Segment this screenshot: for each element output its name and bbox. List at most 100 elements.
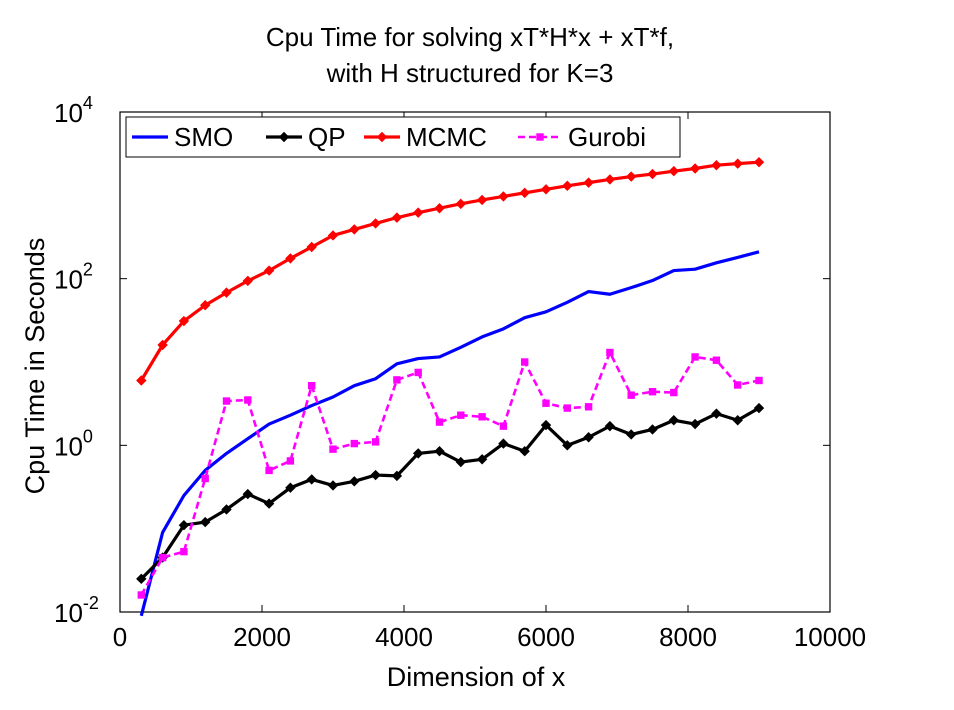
data-point	[689, 418, 701, 430]
data-point	[201, 474, 209, 483]
data-point	[391, 470, 403, 482]
data-point	[376, 131, 388, 143]
data-point	[158, 553, 167, 562]
data-point	[350, 439, 359, 448]
data-point	[370, 469, 381, 481]
data-point	[606, 348, 614, 357]
series-qp	[136, 402, 765, 585]
data-point	[711, 408, 722, 419]
data-point	[242, 275, 254, 287]
data-point	[670, 388, 678, 397]
legend-entry-gurobi: Gurobi	[518, 122, 646, 152]
data-point	[478, 413, 486, 421]
data-point	[625, 429, 637, 440]
data-point	[329, 445, 337, 453]
data-point	[455, 456, 467, 468]
data-point	[711, 159, 722, 171]
data-point	[476, 454, 488, 465]
data-point	[435, 418, 444, 426]
data-point	[753, 156, 765, 168]
data-point	[519, 446, 530, 457]
x-tick-label: 10000	[794, 622, 866, 652]
data-point	[540, 184, 552, 195]
data-point	[136, 375, 147, 386]
chart-title-line-2: with H structured for K=3	[326, 58, 614, 88]
data-point	[542, 399, 550, 407]
data-point	[457, 411, 465, 419]
data-point	[286, 457, 295, 465]
y-tick-label: 102	[54, 260, 93, 295]
data-point	[370, 218, 381, 229]
data-point	[265, 466, 273, 475]
data-point	[221, 287, 232, 298]
series-layer	[136, 156, 765, 617]
data-point	[414, 368, 422, 377]
chart-title: Cpu Time for solving xT*H*x + xT*f, with…	[266, 22, 674, 88]
x-tick-label: 8000	[659, 622, 717, 652]
data-point	[562, 180, 573, 192]
data-point	[498, 191, 509, 202]
data-point	[306, 241, 317, 253]
data-point	[327, 480, 339, 491]
data-point	[412, 448, 424, 459]
y-tick-label: 10-2	[54, 593, 99, 628]
data-point	[647, 424, 658, 435]
data-point	[647, 168, 658, 180]
data-point	[498, 438, 509, 449]
data-point	[242, 488, 254, 500]
data-point	[604, 174, 616, 185]
data-point	[222, 397, 231, 405]
data-point	[349, 476, 360, 487]
x-tick-label: 6000	[517, 622, 575, 652]
legend-entry-smo: SMO	[132, 122, 233, 152]
legend-label: MCMC	[406, 122, 487, 152]
data-point	[180, 547, 188, 556]
x-axis-label: Dimension of x	[387, 662, 566, 692]
data-point	[689, 163, 701, 174]
data-point	[278, 131, 290, 143]
legend-label: QP	[308, 122, 346, 152]
data-point	[476, 194, 488, 206]
data-point	[349, 224, 360, 235]
data-point	[263, 498, 275, 509]
data-point	[263, 265, 275, 276]
data-point	[583, 177, 594, 188]
data-point	[583, 432, 594, 443]
chart-title-line-1: Cpu Time for solving xT*H*x + xT*f,	[266, 22, 674, 52]
data-point	[393, 376, 401, 384]
legend-label: Gurobi	[568, 122, 646, 152]
data-point	[178, 315, 190, 327]
plot-area	[119, 111, 831, 613]
x-tick-label: 4000	[375, 622, 433, 652]
data-point	[604, 420, 616, 432]
data-point	[434, 203, 445, 214]
y-tick-label: 100	[54, 426, 93, 461]
data-point	[627, 391, 635, 399]
legend-label: SMO	[174, 122, 233, 152]
data-point	[625, 171, 637, 182]
data-point	[563, 404, 571, 412]
data-point	[755, 376, 763, 385]
data-point	[712, 356, 721, 364]
data-point	[285, 482, 296, 493]
data-point	[668, 415, 680, 426]
series-gurobi	[137, 348, 763, 599]
data-point	[434, 446, 445, 457]
data-point	[178, 520, 190, 531]
legend-entry-mcmc: MCMC	[364, 122, 487, 152]
data-point	[562, 440, 573, 451]
data-point	[691, 353, 699, 361]
data-point	[199, 300, 211, 311]
data-point	[244, 396, 252, 404]
data-point	[285, 253, 296, 264]
data-point	[371, 438, 380, 446]
x-axis-ticks: 0 2000 4000 6000 8000 10000	[113, 112, 866, 652]
y-tick-label: 104	[54, 93, 93, 128]
data-point	[668, 165, 680, 177]
data-point	[540, 419, 552, 431]
legend-box	[125, 116, 681, 158]
data-point	[732, 158, 743, 169]
y-axis-label: Cpu Time in Seconds	[20, 238, 50, 495]
series-line-smo	[139, 250, 760, 617]
